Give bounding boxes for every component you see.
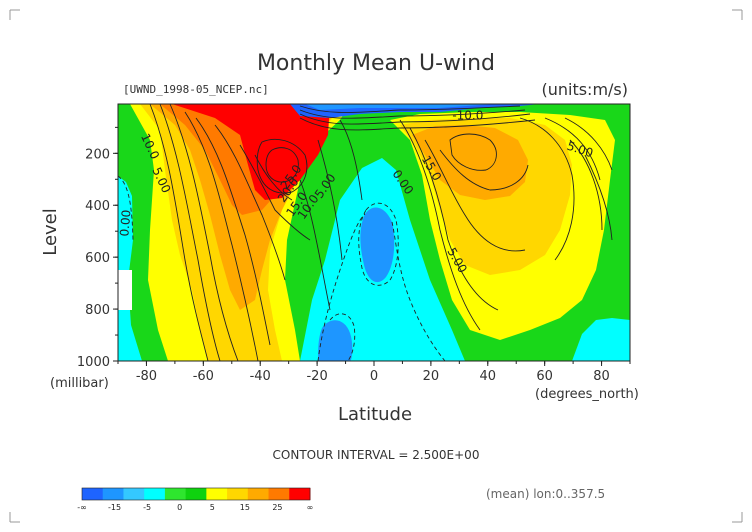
fill-blue-blob-bottom [318, 320, 353, 361]
legend-swatch [144, 488, 166, 500]
x-unit-label: (degrees_north) [535, 387, 639, 402]
legend-swatch [289, 488, 311, 500]
contour-line-dashed [329, 313, 356, 362]
legend-swatch [123, 488, 145, 500]
y-tick-label: 600 [85, 251, 110, 266]
contour-line [254, 154, 293, 201]
contour-line [449, 133, 497, 171]
contour-interval-label: CONTOUR INTERVAL = 2.500E+00 [273, 448, 480, 462]
legend-label: 15 [240, 503, 250, 512]
y-tick-label: 200 [85, 147, 110, 162]
legend-label: -5 [143, 503, 151, 512]
corner-marks [9, 9, 743, 523]
contour-line [214, 124, 286, 281]
contour-line-dashed [317, 213, 366, 362]
contour-line [265, 147, 299, 183]
contour-line [299, 109, 526, 119]
y-axis-title: Level [40, 208, 61, 256]
contour-line [544, 117, 601, 181]
contour-line [569, 139, 603, 231]
contour-line [317, 139, 343, 261]
x-tick-label: -20 [306, 369, 327, 384]
color-legend: -∞ -15 -5 0 5 15 25 ∞ [77, 487, 314, 512]
contour-line [409, 127, 499, 311]
legend-frame [81, 487, 311, 501]
legend-swatch [164, 488, 187, 500]
contour-line [564, 117, 613, 171]
contour-value-label: 0.00 [117, 209, 133, 237]
contour-line [159, 103, 221, 362]
contour-line [584, 154, 613, 241]
contour-line [256, 138, 308, 194]
contour-lines-dashed [117, 175, 446, 362]
contour-line [519, 117, 575, 261]
y-tick-label: 1000 [77, 355, 110, 370]
legend-label: 0 [177, 503, 182, 512]
legend-swatch [102, 488, 124, 500]
contour-line [424, 139, 526, 252]
contour-lines [149, 103, 613, 362]
contour-line [439, 149, 529, 191]
contour-value-label: -10.0 [452, 109, 483, 123]
legend-swatch [185, 488, 207, 500]
contour-line [299, 113, 531, 125]
fill-top-blue2 [305, 104, 500, 110]
x-tick-label: -80 [136, 369, 157, 384]
x-tick-label: 0 [370, 369, 378, 384]
legend-swatch [268, 488, 290, 500]
fill-blue-blob-center [360, 207, 395, 283]
file-label: [UWND_1998-05_NCEP.nc] [123, 83, 269, 96]
legend-label: 5 [210, 503, 215, 512]
legend-label: -∞ [77, 503, 87, 512]
fill-left-white [118, 270, 132, 310]
x-axis-title: Latitude [338, 404, 412, 425]
x-axis: -80 -60 -40 -20 0 20 40 60 80 [117, 361, 631, 384]
x-tick-label: 40 [480, 369, 497, 384]
contour-line [169, 103, 239, 362]
contour-line [149, 103, 209, 362]
fill-left-cyan [118, 176, 142, 361]
chart-title: Monthly Mean U-wind [257, 51, 495, 76]
contour-fills [118, 104, 630, 361]
contour-line [239, 144, 311, 241]
legend-swatch [247, 488, 270, 500]
contour-line-dashed [117, 175, 134, 241]
y-tick-label: 400 [85, 199, 110, 214]
legend-label: -15 [108, 503, 121, 512]
x-tick-label: 60 [536, 369, 553, 384]
fill-right-orange [412, 125, 528, 200]
legend-label: ∞ [307, 503, 314, 512]
contour-line [299, 179, 331, 311]
mean-note: (mean) lon:0..357.5 [486, 487, 605, 501]
x-tick-label: -60 [193, 369, 214, 384]
legend-label: 25 [272, 503, 282, 512]
contour-line [195, 117, 271, 346]
contour-line [399, 119, 481, 331]
y-unit-label: (millibar) [50, 376, 109, 391]
x-tick-label: -40 [250, 369, 271, 384]
x-tick-label: 80 [593, 369, 610, 384]
x-tick-label: 20 [423, 369, 440, 384]
legend-swatch [82, 488, 104, 500]
y-axis: 1000 800 600 400 200 [77, 126, 118, 370]
contour-line [184, 111, 259, 362]
y-tick-label: 800 [85, 303, 110, 318]
legend-swatch [227, 488, 249, 500]
contour-line [299, 105, 521, 113]
contour-line [339, 119, 363, 201]
contour-line [299, 117, 536, 131]
units-label: (units:m/s) [541, 80, 628, 99]
fill-right-cyan [572, 318, 630, 361]
contour-line-dashed [391, 221, 446, 362]
fill-left-red [172, 104, 330, 200]
legend-swatch [206, 488, 228, 500]
